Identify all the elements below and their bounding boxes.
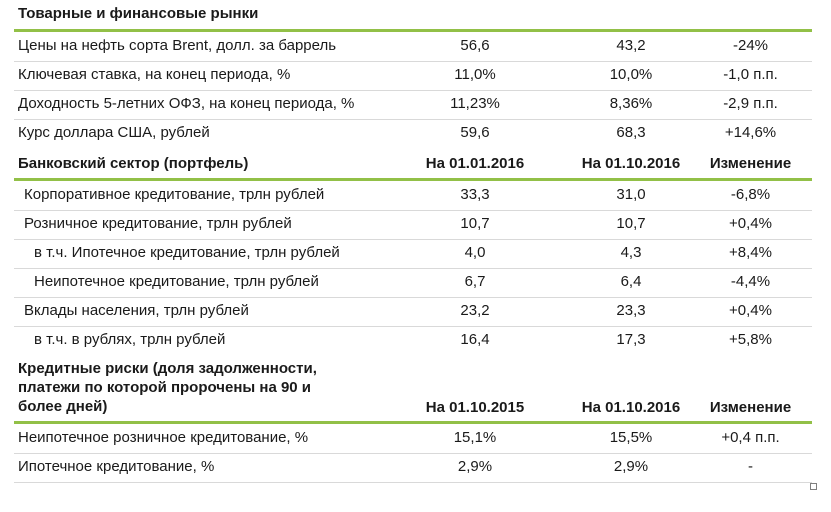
value-period1: 56,6 [460, 37, 490, 54]
value-period1: 4,0 [464, 244, 486, 261]
table-row: Курс доллара США, рублей 59,6 68,3 +14,6… [14, 119, 812, 148]
row-label: Вклады населения, трлн рублей [24, 302, 249, 319]
value-period2: 8,36% [609, 95, 653, 112]
value-period1: 11,0% [454, 66, 496, 83]
table-row: в т.ч. Ипотечное кредитование, трлн рубл… [14, 239, 812, 269]
row-label: в т.ч. Ипотечное кредитование, трлн рубл… [34, 244, 340, 261]
table-row: Ключевая ставка, на конец периода, % 11,… [14, 61, 812, 91]
table-row: Цены на нефть сорта Brent, долл. за барр… [14, 32, 812, 62]
value-change: +8,4% [729, 244, 772, 261]
section-title-markets: Товарные и финансовые рынки [18, 5, 259, 22]
section-title-line1: Кредитные риски (доля задолженности, [18, 360, 317, 377]
column-header-change: Изменение [709, 155, 792, 172]
value-change: -4,4% [730, 273, 771, 290]
value-change: -6,8% [730, 186, 771, 203]
value-change: +5,8% [729, 331, 772, 348]
column-header-change: Изменение [709, 399, 792, 416]
table-row: Неипотечное кредитование, трлн рублей 6,… [14, 268, 812, 298]
value-period2: 68,3 [616, 124, 646, 141]
value-period1: 6,7 [464, 273, 486, 290]
value-period2: 31,0 [616, 186, 646, 203]
value-period1: 11,23% [450, 95, 500, 112]
row-label: Розничное кредитование, трлн рублей [24, 215, 292, 232]
value-change: -24% [732, 37, 769, 54]
value-period2: 2,9% [613, 458, 649, 475]
table-row: Корпоративное кредитование, трлн рублей … [14, 181, 812, 211]
value-period2: 15,5% [609, 429, 653, 446]
value-period1: 59,6 [460, 124, 490, 141]
value-change: +0,4 п.п. [721, 429, 780, 446]
column-header-date1: На 01.01.2016 [425, 155, 525, 172]
value-change: +0,4% [729, 302, 772, 319]
value-change: +14,6% [724, 124, 777, 141]
value-period1: 2,9% [457, 458, 493, 475]
section-title-line3: более дней) [18, 398, 108, 415]
table-row: Розничное кредитование, трлн рублей 10,7… [14, 210, 812, 240]
table-row: Вклады населения, трлн рублей 23,2 23,3 … [14, 297, 812, 327]
row-label: Ключевая ставка, на конец периода, % [18, 66, 291, 83]
row-label: Корпоративное кредитование, трлн рублей [24, 186, 325, 203]
section-divider [14, 29, 812, 32]
value-change: -1,0 п.п. [723, 66, 778, 83]
table-row: в т.ч. в рублях, трлн рублей 16,4 17,3 +… [14, 326, 812, 355]
section-divider [14, 178, 812, 181]
row-label: Цены на нефть сорта Brent, долл. за барр… [18, 37, 337, 54]
value-period2: 4,3 [620, 244, 642, 261]
column-header-date1: На 01.10.2015 [425, 399, 525, 416]
value-period1: 16,4 [460, 331, 490, 348]
section-title-line2: платежи по которой пророчены на 90 и [18, 379, 312, 396]
table-row: Доходность 5-летних ОФЗ, на конец период… [14, 90, 812, 120]
column-header-date2: На 01.10.2016 [581, 399, 681, 416]
value-change: -2,9 п.п. [723, 95, 778, 112]
value-period2: 23,3 [616, 302, 646, 319]
value-period2: 43,2 [616, 37, 646, 54]
column-header-date2: На 01.10.2016 [581, 155, 681, 172]
row-label: Неипотечное розничное кредитование, % [18, 429, 309, 446]
resize-handle[interactable] [810, 483, 817, 490]
table-row: Ипотечное кредитование, % 2,9% 2,9% - [14, 453, 812, 483]
value-period2: 17,3 [616, 331, 646, 348]
row-label: Доходность 5-летних ОФЗ, на конец период… [18, 95, 355, 112]
value-period1: 10,7 [460, 215, 490, 232]
value-period1: 33,3 [460, 186, 490, 203]
value-change: +0,4% [729, 215, 772, 232]
row-label: Ипотечное кредитование, % [18, 458, 215, 475]
value-period2: 6,4 [620, 273, 642, 290]
section-title-banking: Банковский сектор (портфель) [18, 155, 249, 172]
value-period1: 23,2 [460, 302, 490, 319]
value-period2: 10,7 [616, 215, 646, 232]
value-period1: 15,1% [453, 429, 497, 446]
value-period2: 10,0% [609, 66, 653, 83]
value-change: - [748, 458, 753, 475]
row-label: Неипотечное кредитование, трлн рублей [34, 273, 319, 290]
row-label: в т.ч. в рублях, трлн рублей [34, 331, 226, 348]
table-row: Неипотечное розничное кредитование, % 15… [14, 424, 812, 454]
row-label: Курс доллара США, рублей [18, 124, 210, 141]
section-divider [14, 421, 812, 424]
